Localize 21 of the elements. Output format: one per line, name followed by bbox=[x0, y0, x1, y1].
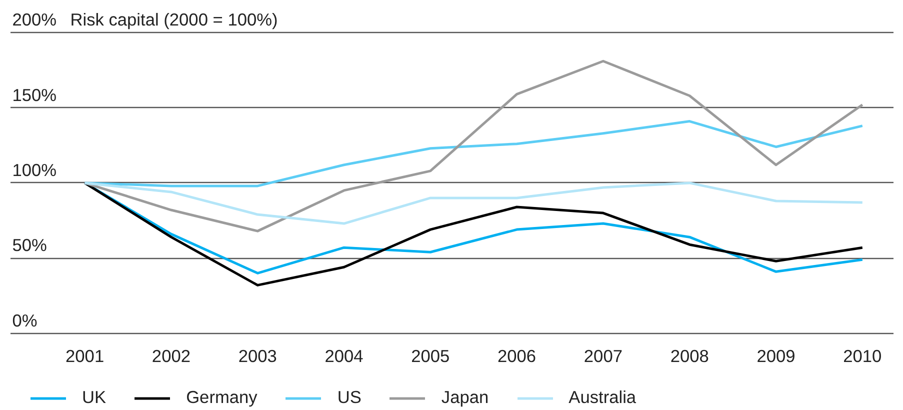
x-tick-label: 2001 bbox=[66, 346, 104, 366]
legend-label: Australia bbox=[568, 387, 636, 408]
y-axis-title: Risk capital (2000 = 100%) bbox=[70, 10, 278, 30]
x-tick-label: 2006 bbox=[498, 346, 536, 366]
legend-label: Japan bbox=[441, 387, 489, 408]
x-tick-label: 2007 bbox=[584, 346, 622, 366]
y-tick-label: 100% bbox=[12, 160, 57, 180]
y-tick-label: 200% bbox=[12, 10, 57, 30]
legend-label: US bbox=[337, 387, 362, 408]
x-tick-label: 2008 bbox=[670, 346, 709, 366]
legend-label: UK bbox=[82, 387, 106, 408]
y-tick-label: 150% bbox=[12, 84, 57, 105]
x-tick-label: 2005 bbox=[411, 346, 450, 366]
legend-label: Germany bbox=[186, 387, 258, 408]
y-tick-label: 0% bbox=[12, 310, 38, 330]
x-tick-label: 2009 bbox=[756, 346, 796, 366]
x-tick-label: 2002 bbox=[152, 346, 190, 366]
x-tick-label: 2003 bbox=[238, 346, 277, 366]
x-tick-label: 2004 bbox=[324, 346, 364, 366]
y-tick-label: 50% bbox=[12, 235, 47, 256]
x-tick-label: 2010 bbox=[843, 346, 882, 366]
